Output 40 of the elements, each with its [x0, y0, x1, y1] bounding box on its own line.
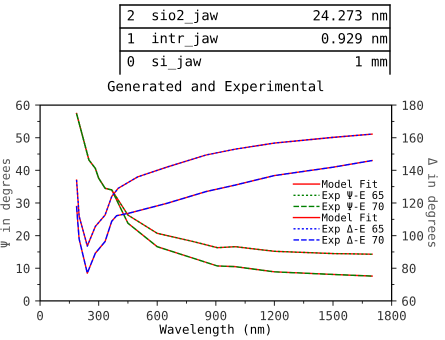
y-tick-label: 0: [24, 296, 30, 306]
y-tick-label: 60: [16, 100, 30, 110]
y-tick-label: 30: [16, 198, 30, 208]
text: 24.273 nm: [314, 10, 388, 21]
x-tick-label: 1200: [260, 310, 289, 320]
legend-label: Exp Δ-E 70: [322, 236, 384, 246]
x-tick-label: 600: [146, 310, 168, 320]
y2-tick-label: 100: [402, 231, 424, 241]
y-tick-label: 50: [16, 133, 30, 143]
legend-label: Exp Ψ-E 70: [322, 202, 384, 212]
text: intr_jaw: [152, 32, 218, 46]
legend-label: Exp Ψ-E 65: [322, 191, 384, 202]
y2-tick-label: 120: [402, 198, 424, 208]
chart-title: Generated and Experimental: [108, 80, 324, 94]
legend-label: Model Fit: [322, 180, 378, 188]
y-tick-label: 40: [16, 166, 30, 176]
x-tick-label: 900: [205, 310, 226, 320]
x-tick-label: 1800: [378, 310, 406, 320]
y2-tick-label: 80: [402, 264, 416, 274]
y2-tick-label: 140: [402, 166, 424, 176]
y2-axis-title: Δ in degrees: [426, 158, 438, 247]
y2-tick-label: 180: [402, 100, 424, 110]
x-tick-label: 1500: [319, 310, 348, 320]
y-tick-label: 10: [16, 264, 30, 274]
text: si_jaw: [152, 56, 202, 70]
y-tick-label: 20: [16, 231, 30, 241]
text: 0.929 nm: [322, 33, 388, 44]
y2-tick-label: 60: [402, 296, 416, 306]
legend-label: Model Fit: [322, 213, 378, 222]
x-tick-label: 300: [88, 310, 110, 320]
text: 1: [128, 33, 134, 44]
x-axis-title: Wavelength (nm): [159, 324, 270, 336]
legend-label: Exp Δ-E 65: [322, 224, 384, 235]
text: sio2_jaw: [152, 10, 218, 24]
text: 1 mm: [356, 56, 388, 66]
y-axis-title: Ψ in degrees: [0, 159, 12, 248]
x-tick-label: 0: [37, 310, 43, 320]
y2-tick-label: 160: [402, 133, 424, 143]
text: 0: [128, 56, 134, 67]
text: 2: [128, 10, 134, 20]
